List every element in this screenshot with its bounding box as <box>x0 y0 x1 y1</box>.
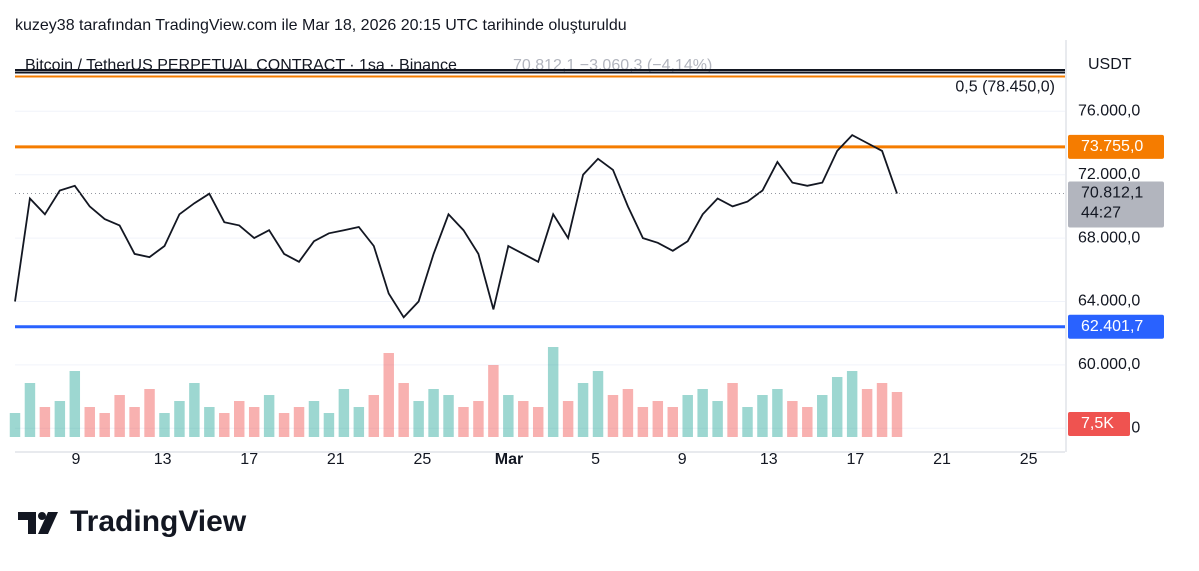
level-tag <box>1068 314 1164 339</box>
volume-bar <box>9 413 21 437</box>
volume-bar <box>562 401 574 437</box>
countdown: 44:27 <box>1081 205 1121 222</box>
fib-label: 0,5 (78.450,0) <box>955 79 1055 96</box>
last-price-label: 70.812,1 <box>1081 185 1143 202</box>
volume-bar <box>891 392 903 437</box>
volume-bar <box>652 401 664 437</box>
y-tick-label: 60.000,0 <box>1078 356 1140 373</box>
logo <box>18 512 58 534</box>
volume-label: 7,5K <box>1081 415 1114 432</box>
x-tick-label: 13 <box>760 451 778 468</box>
volume-bar <box>263 395 275 437</box>
volume-bar <box>114 395 125 437</box>
x-tick-label: 13 <box>154 451 172 468</box>
volume-bar <box>488 365 499 437</box>
y-tick-label: 68.000,0 <box>1078 229 1140 246</box>
volume-bar <box>219 413 230 437</box>
x-tick-label: 21 <box>327 451 345 468</box>
volume-bar <box>248 407 260 437</box>
volume-bar <box>338 389 350 437</box>
volume-bar <box>622 389 634 437</box>
volume-bar <box>727 383 738 437</box>
volume-bar <box>144 389 155 437</box>
currency: USDT <box>1088 56 1132 73</box>
volume-bar <box>831 377 843 437</box>
volume-bar <box>293 407 305 437</box>
volume-bar <box>234 401 245 437</box>
volume-bar <box>99 413 110 437</box>
volume-bar <box>323 413 335 437</box>
volume-bar <box>24 383 36 437</box>
price-line <box>14 133 898 319</box>
x-tick-label: 25 <box>1020 451 1038 468</box>
volume-bar <box>742 407 753 437</box>
volume-bar <box>697 389 708 437</box>
volume-bar <box>712 401 723 437</box>
header: kuzey38 tarafından TradingView.com ile M… <box>15 17 627 34</box>
x-tick-label: 17 <box>847 451 865 468</box>
x-tick-label: Mar <box>495 451 523 468</box>
y-tick-label: 72.000,0 <box>1078 166 1140 183</box>
level-label: 73.755,0 <box>1081 138 1143 155</box>
volume-bar <box>443 395 454 437</box>
volume-bar <box>383 353 394 437</box>
volume-bar <box>503 395 514 437</box>
x-tick-label: 9 <box>72 451 81 468</box>
volume-bar <box>787 401 798 437</box>
volume-bar <box>518 401 529 437</box>
volume-bar <box>817 395 828 437</box>
y-tick-label: 64.000,0 <box>1078 293 1140 310</box>
volume-bar <box>174 401 185 437</box>
volume-bar <box>637 407 649 437</box>
volume-bar <box>39 407 51 437</box>
last-price-tag <box>1068 181 1164 228</box>
volume-bar <box>772 389 783 437</box>
volume-bar <box>458 407 469 437</box>
volume-bar <box>846 371 858 437</box>
volume-bar <box>398 383 409 437</box>
y-tick-label: 76.000,0 <box>1078 103 1140 120</box>
volume-bar <box>413 401 424 437</box>
x-tick-label: 21 <box>933 451 951 468</box>
volume-bar <box>532 407 544 437</box>
volume-bar <box>607 395 619 437</box>
x-tick-label: 5 <box>591 451 600 468</box>
volume-bar <box>189 383 200 437</box>
volume-bar <box>159 413 170 437</box>
volume-bar <box>547 347 559 437</box>
brand: TradingView <box>70 505 247 538</box>
level-tag <box>1068 134 1164 159</box>
volume-bar <box>802 407 813 437</box>
volume-bar <box>757 395 768 437</box>
volume-bar <box>69 371 81 437</box>
volume-bar <box>278 413 290 437</box>
x-tick-label: 17 <box>240 451 258 468</box>
volume-bar <box>861 389 873 437</box>
volume-bar <box>876 383 888 437</box>
volume-bar <box>428 389 439 437</box>
volume-bar <box>473 401 484 437</box>
x-tick-label: 9 <box>678 451 687 468</box>
volume-bar <box>592 371 604 437</box>
volume-tag <box>1068 412 1130 436</box>
level-label: 62.401,7 <box>1081 318 1143 335</box>
volume-bar <box>667 407 678 437</box>
volume-bar <box>353 407 365 437</box>
x-tick-label: 25 <box>414 451 432 468</box>
volume-bar <box>308 401 320 437</box>
volume-bar <box>368 395 380 437</box>
volume-bar <box>204 407 215 437</box>
volume-bar <box>54 401 66 437</box>
volume-bar <box>577 383 589 437</box>
volume-bar <box>84 407 95 437</box>
volume-bar <box>129 407 140 437</box>
volume-bar <box>682 395 693 437</box>
